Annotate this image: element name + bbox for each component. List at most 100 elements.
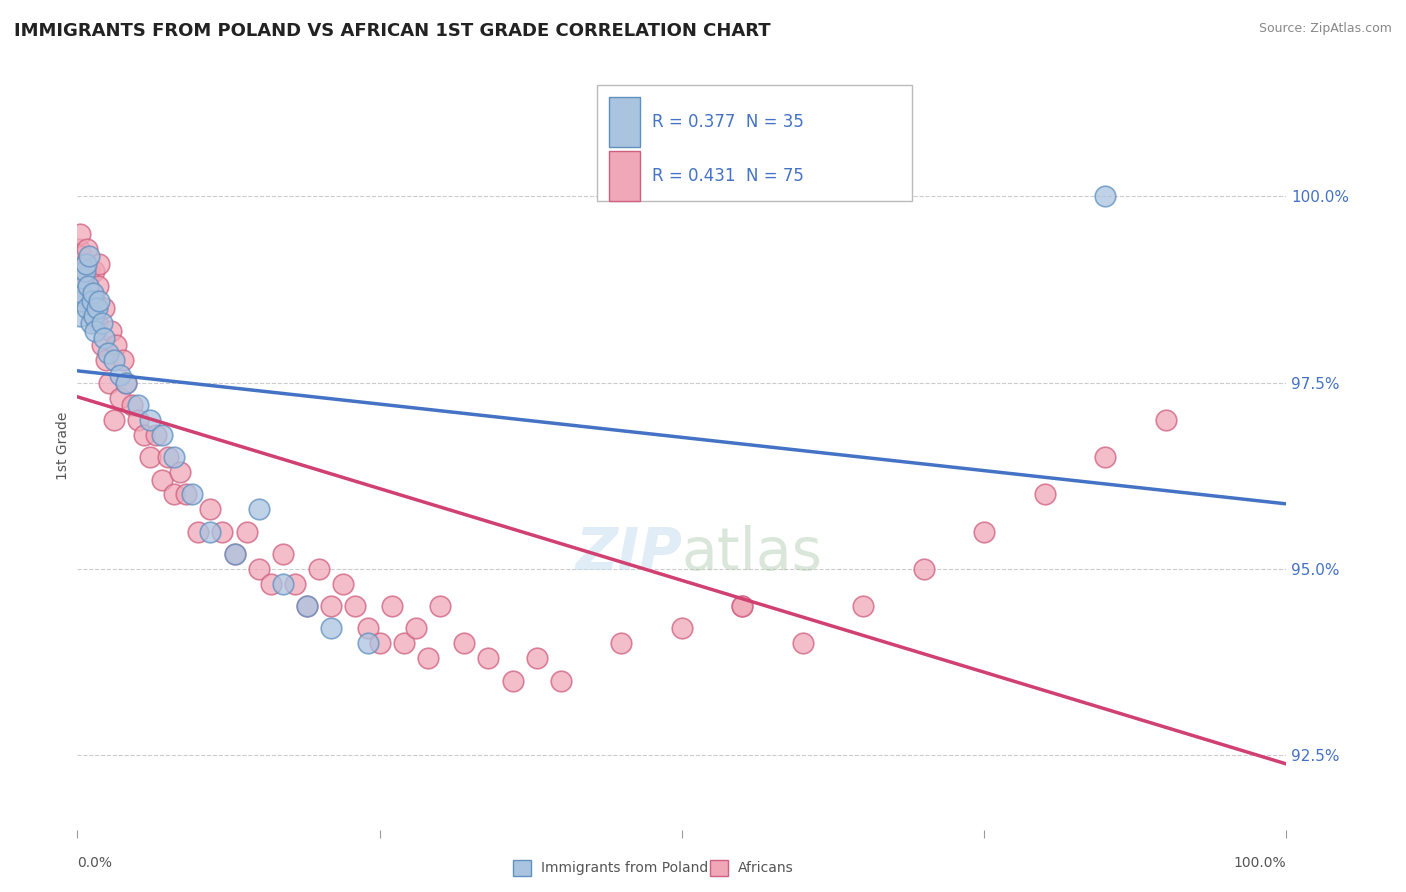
Point [70,286,93,301]
Point [90,316,112,330]
Point [550,673,572,688]
Point [72,278,94,293]
Point [247,502,270,516]
Point [87,256,110,270]
Point [344,599,367,614]
Point [80,293,103,308]
Point [671,622,693,636]
Point [69,227,91,241]
Point [502,673,524,688]
Bar [609,97,640,147]
Point [100,324,122,338]
Point [973,524,995,539]
Point [392,636,415,650]
Point [139,413,162,427]
Point [163,450,186,465]
Point [83,309,105,323]
Point [169,465,191,479]
Point [75,256,97,270]
Point [792,636,814,650]
Point [200,502,222,516]
Point [67,242,90,256]
Point [77,278,100,293]
Point [211,524,233,539]
Text: 100.0%: 100.0% [1234,855,1286,870]
Point [163,487,186,501]
Point [75,293,97,308]
Point [132,427,155,442]
Point [69,309,91,323]
Point [145,427,167,442]
Point [72,271,94,285]
Point [157,450,180,465]
Point [114,376,136,390]
Point [235,524,257,539]
FancyBboxPatch shape [598,86,911,201]
Point [308,562,330,576]
Point [150,473,173,487]
Point [112,353,135,368]
Point [731,599,754,614]
Point [284,576,307,591]
Point [93,301,115,316]
Text: ZIP: ZIP [575,525,682,582]
Point [96,353,118,368]
Point [103,353,125,368]
Point [247,562,270,576]
Point [79,249,101,263]
Point [271,547,294,561]
Text: R = 0.377  N = 35: R = 0.377 N = 35 [652,113,804,131]
Point [87,278,110,293]
Point [84,324,107,338]
Point [1094,450,1116,465]
Point [80,286,103,301]
Text: R = 0.431  N = 75: R = 0.431 N = 75 [652,167,804,185]
Point [84,293,107,308]
Point [108,368,131,383]
Point [381,599,404,614]
Point [82,286,104,301]
Point [187,524,209,539]
Point [224,547,246,561]
Text: 0.0%: 0.0% [77,855,112,870]
Point [114,376,136,390]
Point [368,636,391,650]
Point [105,338,128,352]
Point [76,301,98,316]
Point [477,651,499,665]
Y-axis label: 1st Grade: 1st Grade [56,412,70,480]
Point [79,264,101,278]
Point [73,264,96,278]
Point [731,599,754,614]
Point [127,413,149,427]
Point [87,293,110,308]
Point [174,487,197,501]
Point [416,651,439,665]
Point [321,599,343,614]
Point [356,622,378,636]
Point [405,622,427,636]
Text: IMMIGRANTS FROM POLAND VS AFRICAN 1ST GRADE CORRELATION CHART: IMMIGRANTS FROM POLAND VS AFRICAN 1ST GR… [14,22,770,40]
Point [356,636,378,650]
Point [76,242,98,256]
Point [79,301,101,316]
Point [1094,189,1116,203]
Point [295,599,318,614]
Text: atlas: atlas [682,525,823,582]
Point [73,256,96,270]
Point [97,376,120,390]
Point [332,576,354,591]
Point [260,576,283,591]
Point [852,599,875,614]
Point [70,293,93,308]
Point [610,636,633,650]
Point [108,391,131,405]
Point [83,264,105,278]
Point [526,651,548,665]
Point [96,346,118,360]
Point [139,450,162,465]
Point [224,547,246,561]
Point [295,599,318,614]
Point [70,264,93,278]
Point [453,636,475,650]
